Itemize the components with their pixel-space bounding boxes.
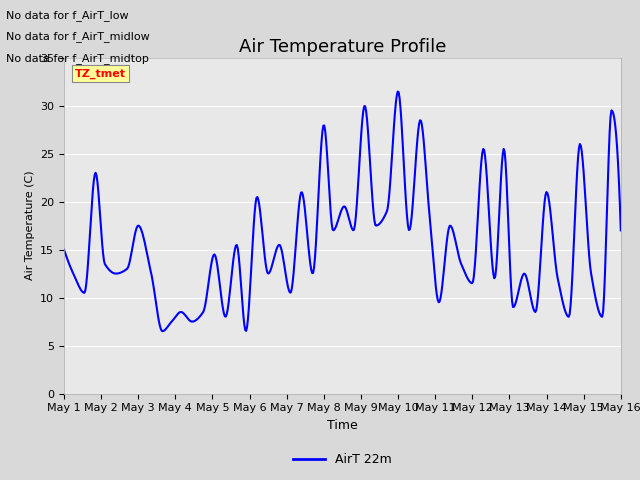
X-axis label: Time: Time [327, 419, 358, 432]
Text: No data for f_AirT_midlow: No data for f_AirT_midlow [6, 31, 150, 42]
Legend: AirT 22m: AirT 22m [289, 448, 396, 471]
Text: No data for f_AirT_midtop: No data for f_AirT_midtop [6, 53, 149, 64]
Y-axis label: Air Temperature (C): Air Temperature (C) [24, 171, 35, 280]
Text: No data for f_AirT_low: No data for f_AirT_low [6, 10, 129, 21]
Text: TZ_tmet: TZ_tmet [75, 69, 126, 79]
Title: Air Temperature Profile: Air Temperature Profile [239, 38, 446, 56]
